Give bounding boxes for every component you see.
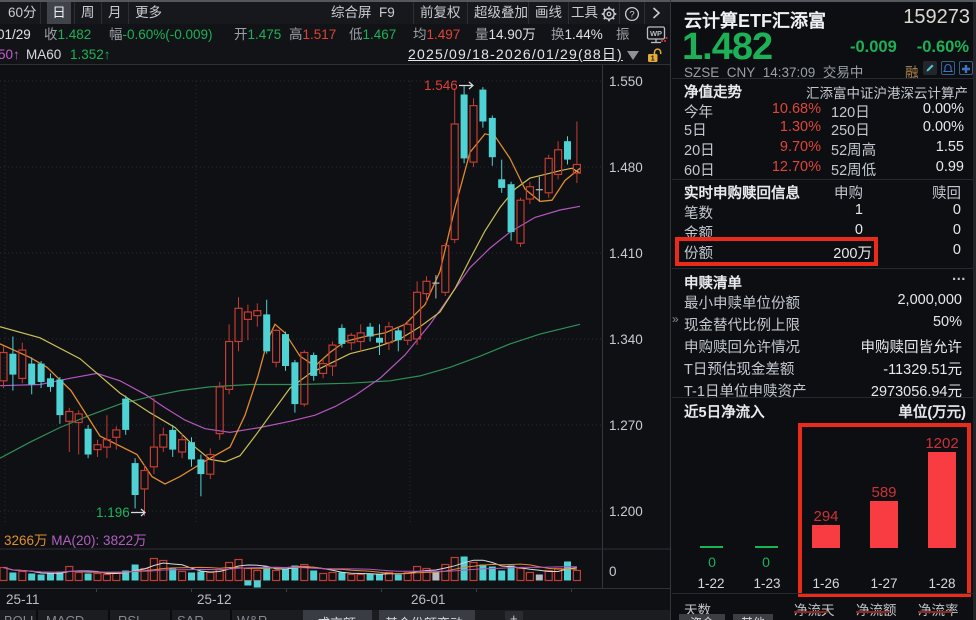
svg-text:?: ? bbox=[629, 10, 634, 21]
svg-text:1.550: 1.550 bbox=[609, 74, 643, 89]
svg-text:1.480: 1.480 bbox=[609, 160, 643, 175]
svg-text:3266万 MA(20): 3822万: 3266万 MA(20): 3822万 bbox=[4, 533, 147, 548]
svg-text:1.270: 1.270 bbox=[609, 418, 643, 433]
svg-text:1.410: 1.410 bbox=[609, 246, 643, 261]
svg-text:1: 1 bbox=[651, 56, 655, 63]
svg-text:1.200: 1.200 bbox=[609, 504, 643, 519]
svg-text:1.546: 1.546 bbox=[424, 78, 458, 93]
svg-text:1.196: 1.196 bbox=[96, 505, 130, 520]
svg-text:1.340: 1.340 bbox=[609, 332, 643, 347]
svg-text:WP: WP bbox=[650, 29, 662, 38]
svg-text:0: 0 bbox=[609, 564, 617, 579]
